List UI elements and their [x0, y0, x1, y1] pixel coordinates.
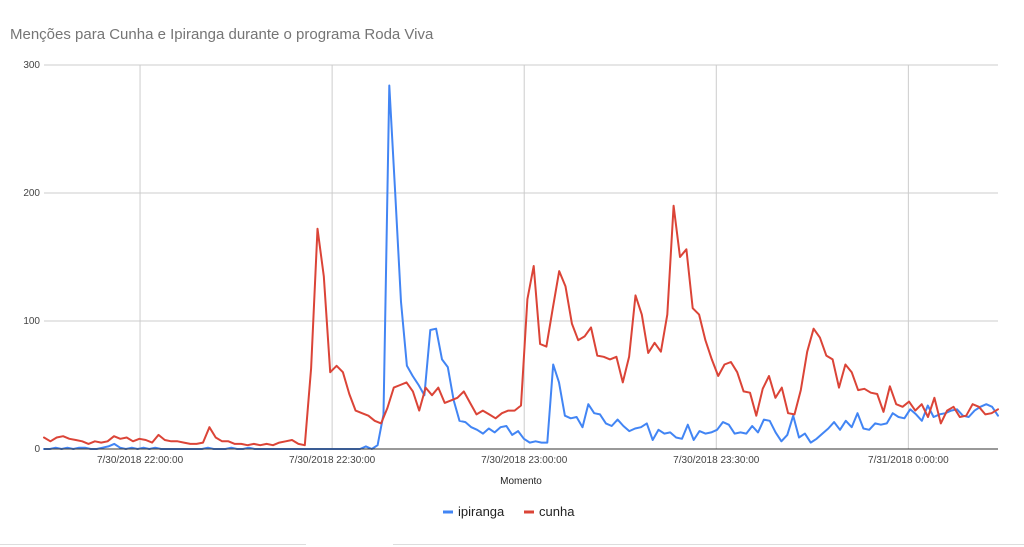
- x-tick-label: 7/30/2018 22:30:00: [289, 455, 376, 466]
- x-tick-label: 7/30/2018 23:30:00: [673, 455, 760, 466]
- legend: ipiranga cunha: [443, 504, 575, 519]
- chart-title: Menções para Cunha e Ipiranga durante o …: [10, 26, 434, 43]
- y-tick-label: 200: [23, 188, 40, 199]
- x-tick-label: 7/31/2018 0:00:00: [868, 455, 949, 466]
- y-axis: 0 100 200 300: [23, 60, 40, 455]
- series-lines: [43, 84, 999, 450]
- y-tick-label: 100: [23, 316, 40, 327]
- grid-lines: [44, 64, 998, 449]
- x-tick-label: 7/30/2018 23:00:00: [481, 455, 568, 466]
- x-axis: 7/30/2018 22:00:00 7/30/2018 22:30:00 7/30…: [97, 455, 949, 466]
- legend-label-ipiranga: ipiranga: [458, 504, 505, 519]
- legend-label-cunha: cunha: [539, 504, 575, 519]
- x-axis-title: Momento: [500, 476, 542, 487]
- y-tick-label: 300: [23, 60, 40, 71]
- y-tick-label: 0: [34, 444, 40, 455]
- series-line-cunha: [43, 204, 999, 447]
- x-tick-label: 7/30/2018 22:00:00: [97, 455, 184, 466]
- divider-left: [0, 544, 306, 545]
- divider-right: [393, 544, 1024, 545]
